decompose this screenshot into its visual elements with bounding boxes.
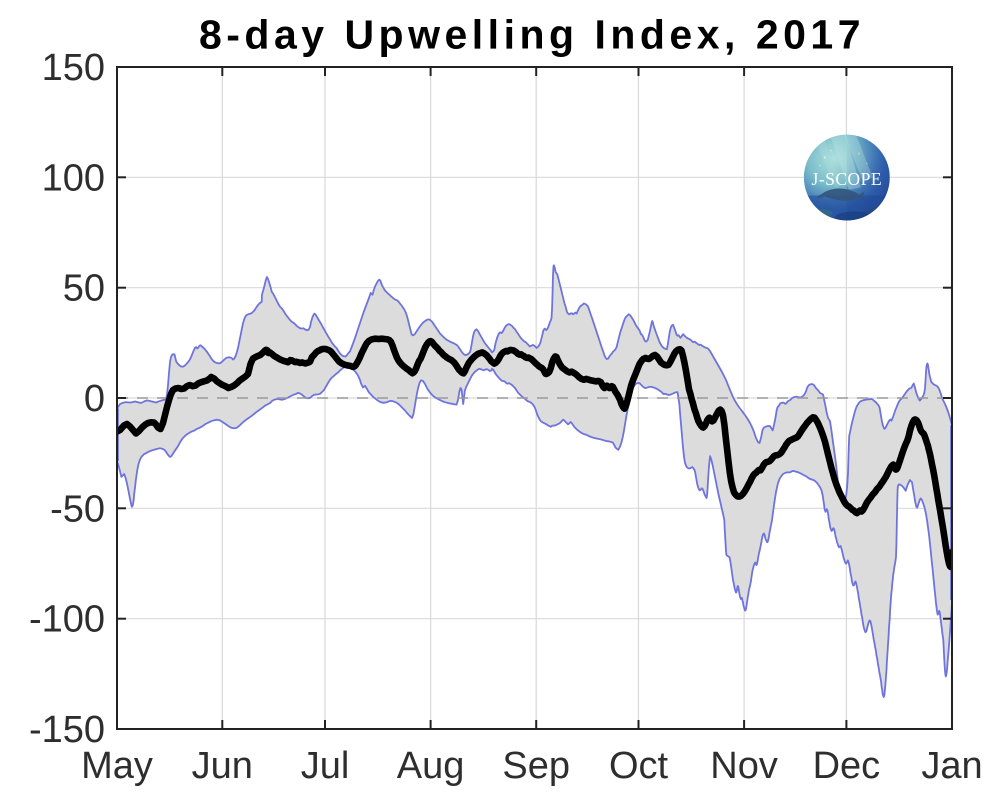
- svg-text:-150: -150: [29, 709, 105, 751]
- svg-text:0: 0: [84, 378, 105, 420]
- svg-text:-50: -50: [50, 488, 105, 530]
- svg-text:50: 50: [63, 268, 105, 310]
- svg-text:100: 100: [42, 157, 105, 199]
- svg-text:Dec: Dec: [813, 745, 881, 787]
- svg-text:Aug: Aug: [397, 745, 465, 787]
- svg-text:Jan: Jan: [921, 745, 982, 787]
- svg-text:May: May: [81, 745, 153, 787]
- svg-text:J-SCOPE: J-SCOPE: [811, 169, 882, 189]
- svg-text:Jul: Jul: [301, 745, 350, 787]
- svg-text:-100: -100: [29, 599, 105, 641]
- svg-text:Oct: Oct: [609, 745, 669, 787]
- svg-text:Jun: Jun: [192, 745, 253, 787]
- svg-text:8-day Upwelling Index, 2017: 8-day Upwelling Index, 2017: [199, 12, 865, 58]
- svg-text:150: 150: [42, 47, 105, 89]
- svg-text:Sep: Sep: [502, 745, 570, 787]
- svg-text:Nov: Nov: [710, 745, 778, 787]
